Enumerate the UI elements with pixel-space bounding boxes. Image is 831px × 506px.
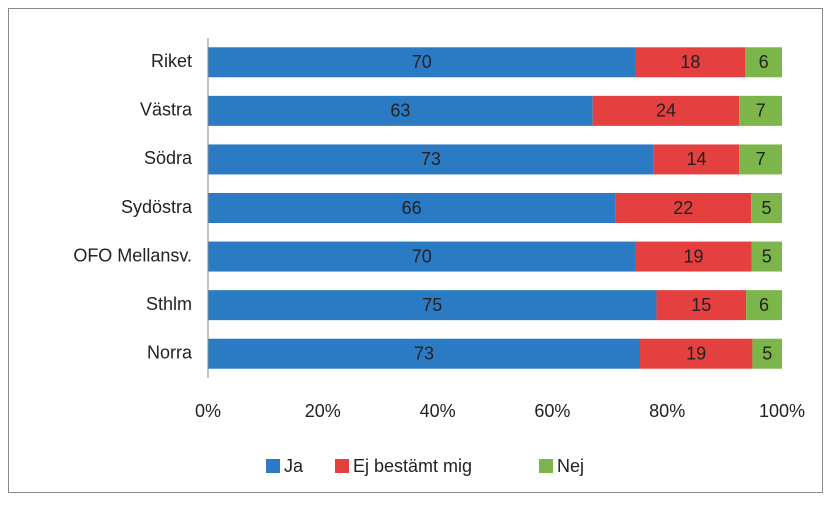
x-tick-label: 0% xyxy=(195,401,221,421)
legend-swatch xyxy=(266,459,280,473)
bar-segment xyxy=(739,95,782,126)
data-label: 19 xyxy=(683,246,703,266)
bar-segment xyxy=(752,338,782,369)
x-tick-label: 40% xyxy=(420,401,456,421)
data-label: 73 xyxy=(414,343,434,363)
bar-segment xyxy=(656,290,747,321)
bar-segment xyxy=(653,144,740,175)
data-label: 66 xyxy=(402,198,422,218)
data-label: 5 xyxy=(762,343,772,363)
y-tick-label: Västra xyxy=(140,100,193,120)
legend-swatch xyxy=(335,459,349,473)
data-label: 22 xyxy=(673,198,693,218)
bar-segment xyxy=(739,144,782,175)
data-label: 63 xyxy=(390,101,410,121)
legend-label: Ja xyxy=(284,456,304,476)
data-label: 5 xyxy=(762,198,772,218)
data-label: 19 xyxy=(686,343,706,363)
data-label: 73 xyxy=(421,149,441,169)
legend-label: Ej bestämt mig xyxy=(353,456,472,476)
data-label: 15 xyxy=(691,295,711,315)
bar-segment xyxy=(746,290,782,321)
bar-segment xyxy=(208,95,593,126)
bar-segment xyxy=(615,193,752,223)
legend-swatch xyxy=(539,459,553,473)
legend-label: Nej xyxy=(557,456,584,476)
bar-segment xyxy=(208,290,657,321)
bar-segment xyxy=(751,193,782,223)
data-label: 14 xyxy=(686,149,706,169)
bar-segment xyxy=(208,193,616,223)
data-label: 70 xyxy=(412,246,432,266)
bar-segment xyxy=(751,241,782,272)
data-label: 24 xyxy=(656,101,676,121)
data-label: 18 xyxy=(680,52,700,72)
x-tick-label: 80% xyxy=(649,401,685,421)
data-label: 70 xyxy=(412,52,432,72)
bar-segment xyxy=(208,47,636,78)
data-label: 6 xyxy=(759,295,769,315)
bar-segment xyxy=(592,95,740,126)
y-tick-label: Sthlm xyxy=(146,294,192,314)
data-label: 5 xyxy=(762,246,772,266)
x-tick-label: 20% xyxy=(305,401,341,421)
data-label: 7 xyxy=(756,149,766,169)
y-tick-label: Sydöstra xyxy=(121,197,193,217)
y-tick-label: OFO Mellansv. xyxy=(73,245,192,265)
data-label: 7 xyxy=(756,101,766,121)
bar-segment xyxy=(745,47,782,78)
bar-segment xyxy=(639,338,753,369)
bar-segment xyxy=(208,241,636,272)
bar-segment xyxy=(208,338,640,369)
x-tick-label: 60% xyxy=(534,401,570,421)
bar-segment xyxy=(635,47,746,78)
y-tick-label: Södra xyxy=(144,148,193,168)
y-tick-label: Norra xyxy=(147,342,193,362)
data-label: 75 xyxy=(422,295,442,315)
data-label: 6 xyxy=(759,52,769,72)
bar-segment xyxy=(635,241,752,272)
y-tick-label: Riket xyxy=(151,51,192,71)
bar-segment xyxy=(208,144,654,175)
x-tick-label: 100% xyxy=(759,401,805,421)
